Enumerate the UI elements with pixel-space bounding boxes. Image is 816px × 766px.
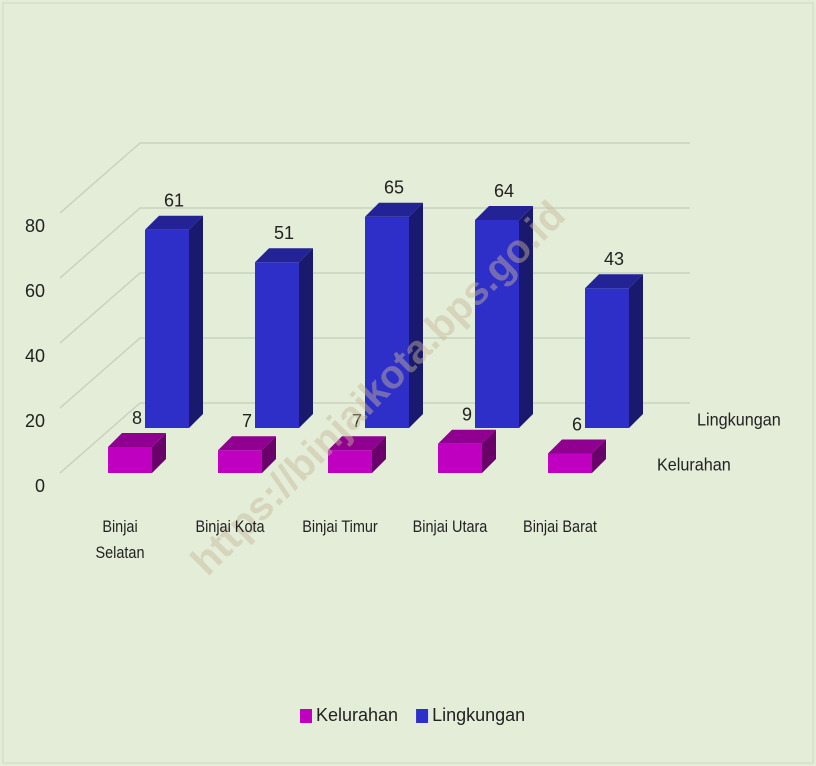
x-tick-label: Binjai Utara xyxy=(412,517,488,536)
y-tick-label: 40 xyxy=(25,346,45,366)
bar xyxy=(365,216,409,428)
y-tick-label: 60 xyxy=(25,281,45,301)
y-tick-label: 20 xyxy=(25,411,45,431)
legend-swatch xyxy=(416,709,429,723)
bar-top xyxy=(365,202,423,217)
bar xyxy=(145,229,189,428)
bar xyxy=(548,453,592,473)
y-tick-label: 0 xyxy=(35,476,45,496)
bar-side xyxy=(482,429,496,473)
y-tick-label: 80 xyxy=(25,216,45,236)
bar-top xyxy=(328,436,386,451)
bar-side xyxy=(372,436,386,473)
data-label: 64 xyxy=(494,181,514,201)
legend-label: Kelurahan xyxy=(316,705,398,725)
bar-top xyxy=(108,433,166,447)
bar-top xyxy=(548,439,606,454)
bar xyxy=(585,288,629,428)
bar xyxy=(475,220,519,428)
grid-line xyxy=(59,142,690,214)
bar-top xyxy=(218,436,276,451)
x-tick-label: Binjai Barat xyxy=(523,517,597,536)
depth-label: Lingkungan xyxy=(697,410,781,430)
bar-top xyxy=(475,206,533,220)
bar xyxy=(438,443,482,473)
x-tick-label: Binjai Timur xyxy=(302,517,378,536)
bar-side xyxy=(629,274,643,428)
data-label: 43 xyxy=(604,249,624,269)
data-label: 65 xyxy=(384,178,404,198)
bar-side xyxy=(152,433,166,473)
legend-swatch xyxy=(300,709,312,723)
data-label: 61 xyxy=(164,191,184,211)
bar-side xyxy=(189,215,203,428)
bar xyxy=(255,262,299,428)
data-label: 7 xyxy=(352,411,362,431)
bar-top xyxy=(585,274,643,289)
bar xyxy=(328,450,372,473)
bar-side xyxy=(409,202,423,428)
x-tick-label: Binjai Selatan xyxy=(95,517,145,562)
bar-side xyxy=(592,439,606,473)
bar-top xyxy=(255,248,313,263)
data-label: 7 xyxy=(242,411,252,431)
bar xyxy=(108,447,152,473)
legend-label: Lingkungan xyxy=(432,705,525,725)
bar-side xyxy=(519,206,533,428)
data-label: 6 xyxy=(572,414,582,434)
bar-top xyxy=(438,429,496,444)
bar-side xyxy=(262,436,276,473)
depth-label: Kelurahan xyxy=(657,455,731,475)
data-label: 8 xyxy=(132,408,142,428)
bar-side xyxy=(299,248,313,428)
data-label: 9 xyxy=(462,405,472,425)
bar xyxy=(218,450,262,473)
data-label: 51 xyxy=(274,223,294,243)
bar-top xyxy=(145,215,203,230)
x-tick-label: Binjai Kota xyxy=(195,517,265,536)
